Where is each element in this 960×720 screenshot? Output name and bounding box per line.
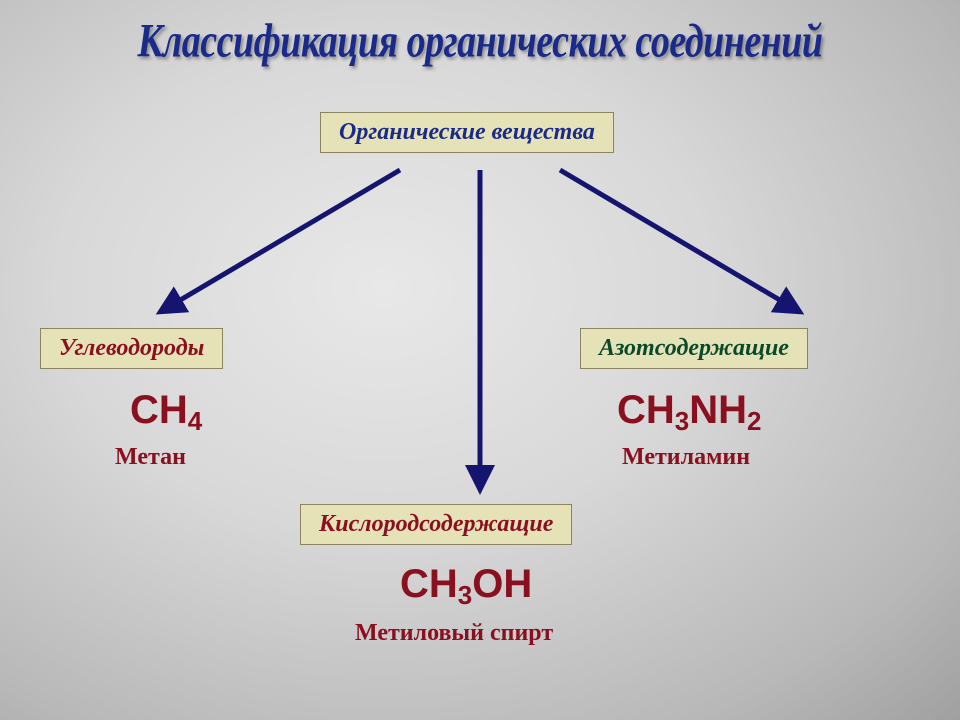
page-title: Классификация органических соединений — [137, 14, 822, 69]
formula-methylamine: CH3NH2 — [617, 388, 762, 433]
formula-methanol: CH3OH — [400, 562, 532, 607]
root-box: Органические вещества — [320, 112, 614, 153]
box-nitrogen: Азотсодержащие — [580, 328, 808, 369]
arrow-right — [560, 170, 800, 312]
box-hydrocarbons: Углеводороды — [40, 328, 223, 369]
name-methane: Метан — [115, 444, 186, 471]
name-methylamine: Метиламин — [622, 444, 750, 471]
arrow-left — [160, 170, 400, 312]
box-oxygen: Кислородсодержащие — [300, 504, 572, 545]
name-methanol: Метиловый спирт — [355, 620, 553, 647]
formula-methane: CH4 — [130, 388, 202, 433]
